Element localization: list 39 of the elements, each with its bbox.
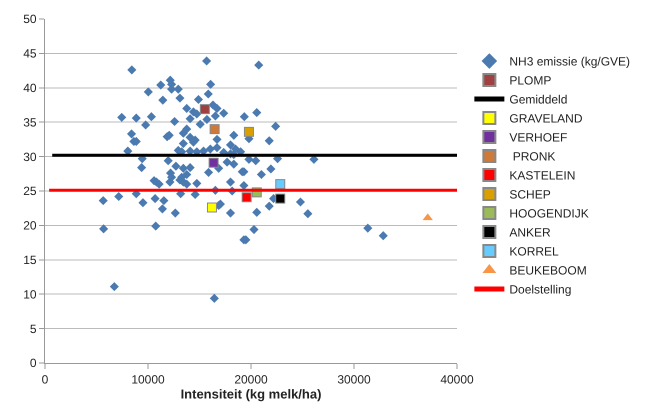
point: [206, 202, 217, 213]
point: [242, 192, 252, 202]
y-tick-label: 45: [23, 46, 37, 61]
x-tick-label: 10000: [131, 372, 166, 386]
x-tick-label: 20000: [234, 372, 268, 386]
legend-label: PRONK: [509, 150, 556, 164]
y-tick-label: 50: [23, 12, 37, 26]
point: [210, 124, 220, 134]
legend-label: ANKER: [509, 226, 552, 240]
x-tick-label: 40000: [440, 372, 474, 386]
y-tick-label: 40: [23, 81, 37, 95]
legend-label: HOOGENDIJK: [509, 206, 589, 221]
y-tick-label: 35: [23, 115, 37, 130]
legend-label: NH3 emissie (kg/GVE): [509, 54, 630, 69]
point: [275, 194, 286, 204]
legend-label: GRAVELAND: [509, 112, 583, 126]
legend-label: BEUKEBOOM: [509, 264, 587, 278]
y-tick-label: 5: [30, 322, 37, 336]
x-tick-label: 0: [42, 372, 49, 386]
legend-label: SCHEP: [509, 188, 551, 202]
y-tick-label: 0: [30, 356, 37, 370]
y-tick-label: 10: [23, 287, 37, 302]
point: [208, 158, 219, 168]
point: [275, 179, 286, 190]
legend-label: Gemiddeld: [509, 92, 568, 107]
legend-label: Doelstelling: [509, 282, 572, 297]
y-tick-label: 25: [23, 184, 37, 198]
x-axis-title: Intensiteit (kg melk/ha): [180, 386, 322, 402]
legend-label: VERHOEF: [509, 130, 568, 145]
y-tick-label: 20: [23, 218, 37, 233]
point: [422, 213, 433, 220]
y-tick-label: 15: [23, 253, 37, 267]
x-tick-label: 30000: [337, 372, 372, 386]
point: [244, 126, 254, 137]
legend-label: KORREL: [509, 244, 560, 259]
y-tick-label: 30: [23, 150, 37, 164]
legend-label: KASTELEIN: [509, 168, 576, 183]
point: [200, 104, 210, 114]
legend-label: PLOMP: [509, 74, 552, 88]
